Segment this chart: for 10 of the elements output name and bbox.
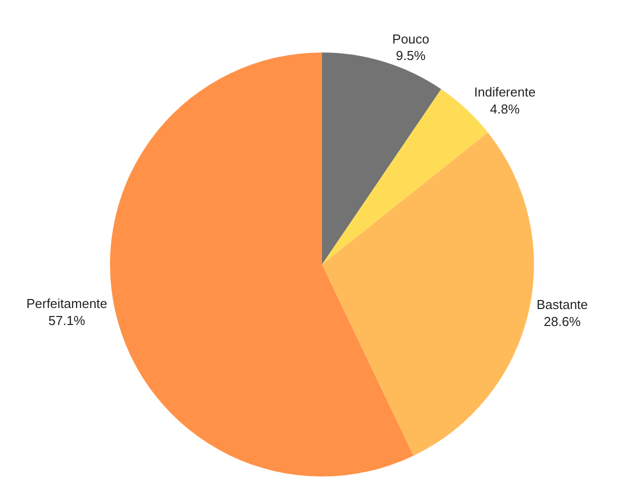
pie-slice: [322, 52, 442, 264]
data-label: 28.6%: [544, 314, 582, 329]
data-label: 9.5%: [396, 48, 426, 64]
slice-label: Pouco: [392, 31, 430, 46]
data-label: 4.8%: [490, 101, 520, 116]
slice-label: Perfeitamente: [26, 296, 108, 312]
pie-slice: [322, 132, 534, 456]
data-label: 57.1%: [48, 313, 86, 328]
slice-label: Bastante: [536, 296, 588, 312]
slice-label: Indiferente: [474, 84, 536, 100]
